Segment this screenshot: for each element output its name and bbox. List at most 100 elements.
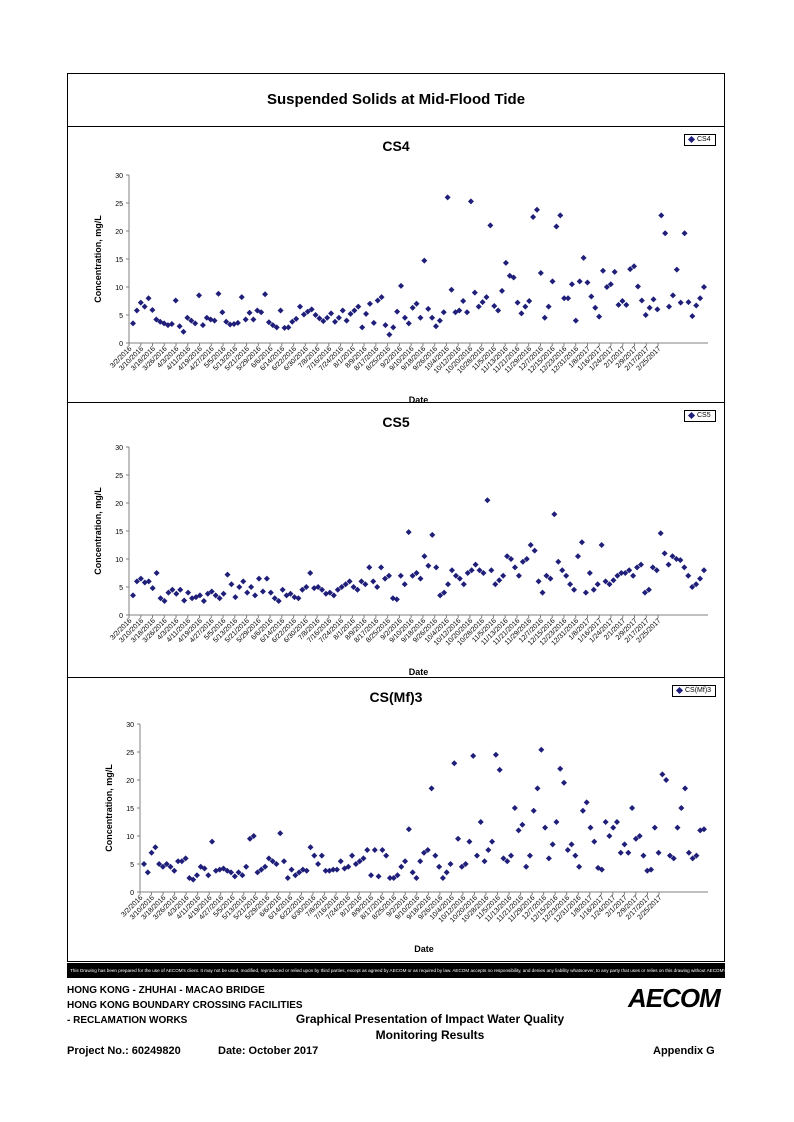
data-point [287,590,294,597]
data-point [220,590,227,597]
data-point [598,866,605,873]
data-point [254,307,261,314]
data-point [273,861,280,867]
data-point [326,867,333,874]
data-point [378,564,385,571]
data-point [697,575,704,582]
footer-title-2: Monitoring Results [375,1028,485,1042]
data-point [312,312,319,318]
data-point [252,592,259,599]
data-point [269,858,276,865]
data-point [572,317,579,324]
y-tick-label: 10 [126,834,134,841]
data-point [473,852,480,859]
y-tick-label: 30 [115,445,123,452]
data-point [456,575,463,582]
data-point [144,869,151,876]
data-point [335,314,342,321]
data-point [515,572,522,579]
data-point [366,564,373,571]
data-point [216,866,223,873]
data-point [190,876,197,883]
data-point [308,306,315,313]
data-point [471,289,478,296]
data-point [564,847,571,853]
data-point [502,259,509,266]
data-point [273,324,280,331]
data-point [610,824,617,831]
y-tick-label: 15 [115,257,123,264]
data-point [472,561,479,568]
data-point [678,805,685,811]
data-point [341,865,348,872]
data-point [631,263,638,270]
data-point [622,570,629,576]
data-point [632,835,639,842]
data-point [559,567,566,574]
data-point [196,592,203,599]
data-point [645,586,652,593]
data-point [374,584,381,590]
data-point [196,292,203,299]
data-point [211,317,218,324]
data-point [429,314,436,321]
data-point [659,771,666,778]
data-point [293,315,300,322]
data-point [246,309,253,316]
data-point [362,581,369,588]
data-point [355,303,362,310]
data-point [591,838,598,845]
data-point [354,586,361,593]
data-point [417,858,424,865]
data-point [614,572,621,579]
data-point [246,835,253,842]
footer-line-1: HONG KONG - ZHUHAI - MACAO BRIDGE [67,985,265,996]
data-point [370,319,377,326]
data-point [345,863,352,870]
data-point [586,570,593,576]
data-point [674,824,681,831]
data-point [445,581,452,588]
data-point [383,852,390,859]
data-point [141,303,148,310]
y-tick-label: 25 [126,750,134,757]
data-point [297,303,304,310]
data-point [475,303,482,310]
data-point [571,586,578,593]
data-point [346,578,353,585]
data-point [322,867,329,874]
x-axis-title: Date [409,395,429,403]
data-point [315,584,322,590]
data-point [436,863,443,870]
data-point [644,867,651,874]
data-point [386,875,393,881]
data-point [492,581,499,588]
data-point [539,589,546,596]
data-point [433,564,440,571]
data-point [169,586,176,593]
data-point [153,570,160,576]
data-point [669,553,676,560]
data-point [299,586,306,593]
data-point [316,315,323,322]
data-point [409,572,416,579]
data-point [417,575,424,582]
data-point [141,861,147,867]
data-point [523,556,530,562]
data-point [499,287,506,294]
data-point [180,328,187,335]
data-point [288,866,295,873]
data-point [234,319,241,326]
data-point [626,567,633,574]
data-point [625,849,632,856]
legend: CS5 [684,410,716,422]
data-point [439,875,446,881]
data-point [651,824,658,831]
data-point [565,295,572,302]
data-point [572,852,579,859]
data-point [522,303,529,310]
main-title: Suspended Solids at Mid-Flood Tide [266,91,526,108]
data-point [156,861,163,867]
data-point [464,309,471,316]
data-point [468,567,475,574]
